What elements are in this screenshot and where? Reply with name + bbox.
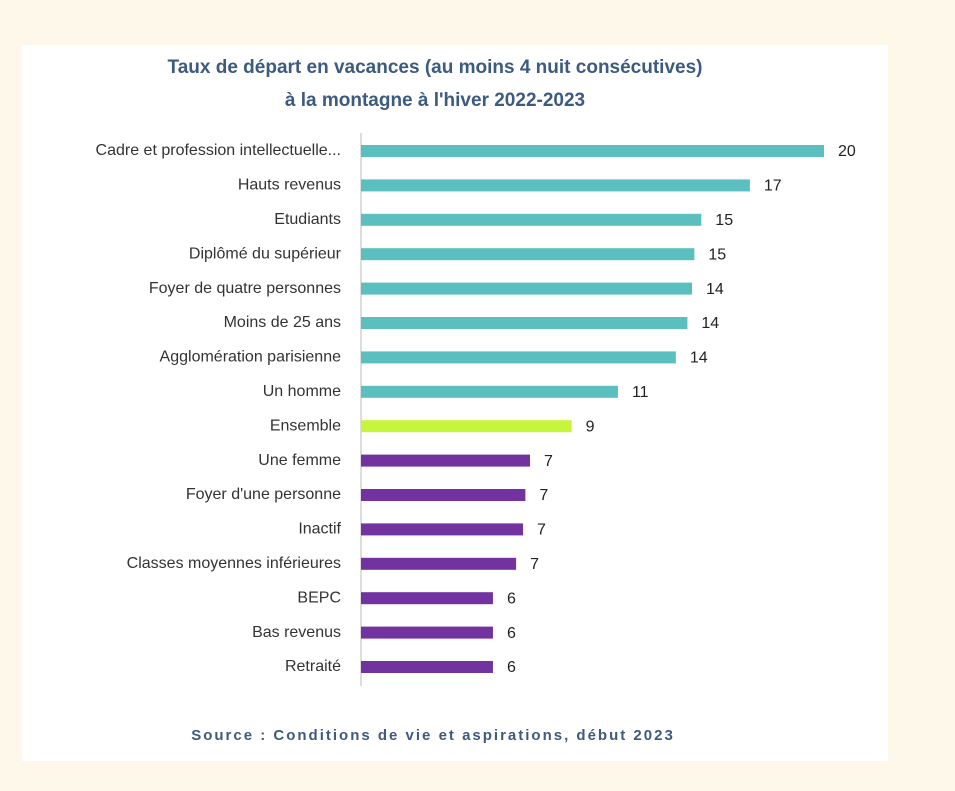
category-label: BEPC [297, 589, 341, 606]
category-label: Moins de 25 ans [224, 314, 341, 331]
panel [22, 45, 888, 761]
value-label: 20 [838, 143, 856, 160]
bar [361, 523, 524, 536]
bar [361, 420, 572, 433]
category-label: Foyer de quatre personnes [149, 280, 341, 297]
bar [361, 317, 688, 329]
bar [361, 626, 493, 639]
value-label: 14 [690, 350, 708, 367]
category-label: Agglomération parisienne [160, 349, 342, 366]
bar [361, 248, 695, 261]
bar [361, 282, 693, 295]
category-label: Une femme [258, 452, 341, 469]
category-label: Hauts revenus [238, 177, 341, 194]
value-label: 15 [708, 246, 726, 263]
value-label: 7 [539, 487, 548, 504]
bar [361, 351, 676, 364]
category-label: Foyer d'une personne [186, 486, 341, 503]
category-label: Classes moyennes inférieures [127, 555, 341, 572]
bar [361, 489, 526, 501]
bar [361, 179, 750, 192]
category-label: Diplômé du supérieur [189, 245, 342, 262]
value-label: 7 [544, 453, 553, 470]
category-label: Un homme [263, 383, 341, 400]
bar [361, 557, 517, 570]
value-label: 7 [537, 522, 546, 539]
bar [361, 385, 618, 398]
category-label: Ensemble [270, 417, 341, 434]
value-label: 17 [764, 178, 782, 195]
value-label: 6 [507, 625, 516, 642]
bar [361, 592, 493, 605]
value-label: 14 [706, 281, 724, 298]
chart-title: à la montagne à l'hiver 2022-2023 [285, 90, 585, 111]
bar [361, 454, 530, 467]
value-label: 15 [715, 212, 733, 229]
chart-title: Taux de départ en vacances (au moins 4 n… [168, 57, 703, 78]
category-label: Cadre et profession intellectuelle... [96, 142, 341, 159]
value-label: 6 [507, 659, 516, 676]
value-label: 11 [632, 384, 649, 401]
value-label: 9 [586, 418, 595, 435]
source: Source : Conditions de vie et aspiration… [191, 727, 675, 744]
bar [361, 661, 493, 673]
category-label: Bas revenus [252, 624, 341, 641]
bar [361, 145, 824, 157]
category-label: Etudiants [274, 211, 341, 228]
category-label: Retraité [285, 658, 341, 675]
value-label: 7 [530, 556, 539, 573]
value-label: 6 [507, 590, 516, 607]
value-label: 14 [701, 315, 719, 332]
category-label: Inactif [298, 521, 341, 538]
bar [361, 213, 702, 226]
